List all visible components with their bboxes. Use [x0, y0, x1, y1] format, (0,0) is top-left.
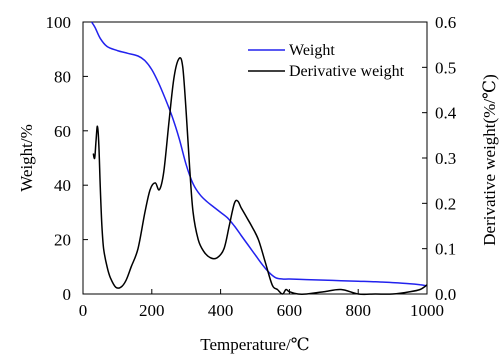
- x-tick-label: 1000: [410, 301, 444, 320]
- y2-tick-label: 0.1: [435, 240, 456, 259]
- y-tick-label: 100: [46, 13, 72, 32]
- y-tick-label: 40: [54, 176, 71, 195]
- y2-tick-label: 0.0: [435, 285, 456, 304]
- x-axis-label: Temperature/℃: [200, 335, 309, 354]
- x-tick-label: 800: [345, 301, 371, 320]
- y-tick-label: 60: [54, 122, 71, 141]
- x-tick-label: 0: [79, 301, 88, 320]
- y-tick-label: 20: [54, 231, 71, 250]
- series-layer: [90, 21, 428, 296]
- y-tick-label: 0: [63, 285, 72, 304]
- y2-tick-label: 0.2: [435, 194, 456, 213]
- y-axis-label: Weight/%: [17, 124, 36, 192]
- y2-tick-label: 0.4: [435, 104, 457, 123]
- legend-label-derivative-weight: Derivative weight: [289, 63, 405, 80]
- series-line-weight: [90, 21, 428, 287]
- y2-tick-label: 0.3: [435, 149, 456, 168]
- y-tick-label: 80: [54, 67, 71, 86]
- legend: Weight Derivative weight: [248, 42, 405, 80]
- axis-ticks: 0 200 400 600 800 1000 0 20 40 60 80 100 0.0 0.1 0.2 0.…: [46, 13, 457, 320]
- y2-tick-label: 0.6: [435, 13, 456, 32]
- x-tick-label: 400: [208, 301, 234, 320]
- series-line-derivative-weight: [92, 57, 428, 296]
- x-tick-label: 200: [139, 301, 165, 320]
- legend-label-weight: Weight: [289, 42, 335, 59]
- y2-axis-label: Derivative weight(%/℃): [480, 74, 499, 246]
- x-tick-label: 600: [277, 301, 303, 320]
- y2-tick-label: 0.5: [435, 58, 456, 77]
